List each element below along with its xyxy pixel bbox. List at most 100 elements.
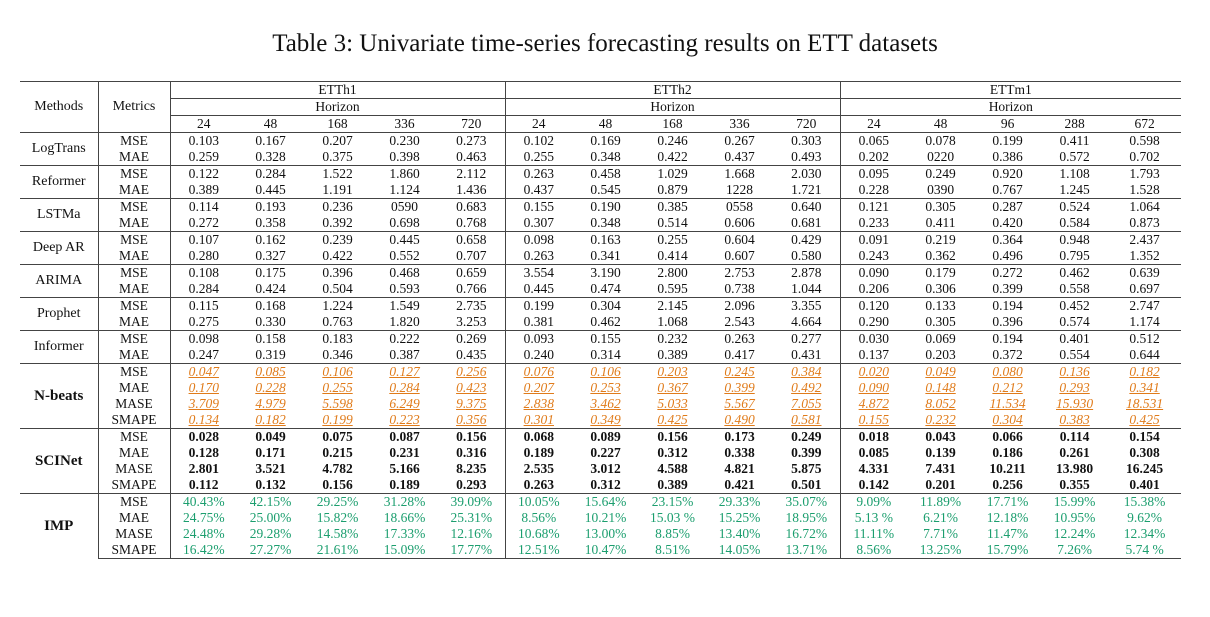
value-text: 0.879 bbox=[657, 182, 688, 197]
value-text: 2.437 bbox=[1129, 232, 1160, 247]
value-text: 16.42% bbox=[182, 542, 225, 557]
value-text: 13.00% bbox=[584, 526, 627, 541]
methods-header: Methods bbox=[20, 81, 99, 133]
value-text: 0.341 bbox=[1129, 380, 1160, 395]
value-text: 0.167 bbox=[255, 133, 286, 148]
value-text: 0.421 bbox=[724, 477, 755, 492]
value-text: 0.468 bbox=[389, 265, 420, 280]
value-text: 0.346 bbox=[322, 347, 353, 362]
value-text: 29.33% bbox=[718, 494, 761, 509]
value-text: 0.496 bbox=[992, 248, 1023, 263]
value-cell: 15.03 % bbox=[639, 510, 706, 526]
value-cell: 0.255 bbox=[505, 149, 572, 166]
dataset-header-ettm1: ETTm1 bbox=[840, 81, 1182, 99]
value-text: 0.183 bbox=[322, 331, 353, 346]
value-text: 0.362 bbox=[925, 248, 956, 263]
value-text: 0.328 bbox=[255, 149, 286, 164]
value-text: 2.145 bbox=[657, 298, 688, 313]
value-text: 0.139 bbox=[925, 445, 956, 460]
value-cell: 0.707 bbox=[438, 248, 506, 265]
value-text: 0.683 bbox=[456, 199, 487, 214]
value-text: 0.236 bbox=[322, 199, 353, 214]
value-text: 0.593 bbox=[389, 281, 420, 296]
metric-name: MAE bbox=[98, 182, 171, 199]
value-cell: 0.429 bbox=[773, 231, 841, 248]
value-text: 0.136 bbox=[1059, 364, 1090, 379]
value-cell: 25.00% bbox=[237, 510, 304, 526]
value-cell: 3.709 bbox=[170, 396, 237, 412]
value-text: 0.080 bbox=[992, 364, 1023, 379]
value-cell: 0.137 bbox=[840, 347, 907, 364]
value-text: 0.640 bbox=[791, 199, 822, 214]
value-cell: 3.554 bbox=[505, 264, 573, 281]
value-cell: 0.698 bbox=[371, 215, 438, 232]
value-text: 0.189 bbox=[523, 445, 554, 460]
value-text: 0.338 bbox=[724, 445, 755, 460]
value-text: 0.222 bbox=[389, 331, 420, 346]
method-name: Prophet bbox=[20, 297, 99, 331]
value-cell: 0.389 bbox=[639, 477, 706, 494]
value-text: 0.259 bbox=[188, 149, 219, 164]
value-cell: 0.186 bbox=[974, 445, 1041, 461]
value-cell: 0.020 bbox=[840, 363, 908, 380]
value-cell: 0.098 bbox=[170, 330, 237, 347]
value-text: 0.087 bbox=[389, 429, 420, 444]
value-text: 0.090 bbox=[858, 265, 889, 280]
value-cell: 0.554 bbox=[1041, 347, 1108, 364]
value-cell: 0.112 bbox=[170, 477, 237, 494]
table-row: N-beats MSE 0.047 0.085 0.106 0.127 0.256 0.076… bbox=[20, 363, 1182, 429]
value-text: 0.068 bbox=[523, 429, 554, 444]
metric-name: SMAPE bbox=[98, 412, 171, 429]
value-cell: 0.170 bbox=[170, 380, 237, 396]
value-cell: 0.358 bbox=[237, 215, 304, 232]
value-text: 0.255 bbox=[523, 149, 554, 164]
value-cell: 7.71% bbox=[907, 526, 974, 542]
value-text: 0.422 bbox=[657, 149, 688, 164]
value-cell: 11.47% bbox=[974, 526, 1041, 542]
value-cell: 0.304 bbox=[572, 297, 640, 314]
value-cell: 0.763 bbox=[304, 314, 371, 331]
value-cell: 0.106 bbox=[304, 363, 371, 380]
value-cell: 0.330 bbox=[237, 314, 304, 331]
metric-name: MAE bbox=[98, 215, 171, 232]
value-text: 0.644 bbox=[1129, 347, 1160, 362]
value-cell: 1.224 bbox=[304, 297, 371, 314]
value-cell: 11.89% bbox=[907, 493, 975, 510]
value-text: 1.860 bbox=[389, 166, 420, 181]
value-text: 0.501 bbox=[791, 477, 822, 492]
value-cell: 0.194 bbox=[974, 297, 1042, 314]
value-cell: 0.445 bbox=[371, 231, 438, 248]
value-text: 5.875 bbox=[791, 461, 822, 476]
value-cell: 0.103 bbox=[170, 132, 237, 149]
value-cell: 18.66% bbox=[371, 510, 438, 526]
value-cell: 1.068 bbox=[639, 314, 706, 331]
value-text: 2.800 bbox=[657, 265, 688, 280]
value-text: 0.120 bbox=[858, 298, 889, 313]
horizon-cell: 24 bbox=[170, 115, 237, 133]
value-text: 1.068 bbox=[657, 314, 688, 329]
value-cell: 0.223 bbox=[371, 412, 438, 429]
value-cell: 0.307 bbox=[505, 215, 572, 232]
value-text: 0.263 bbox=[523, 248, 554, 263]
value-cell: 0.090 bbox=[840, 264, 908, 281]
value-cell: 0.399 bbox=[706, 380, 773, 396]
value-cell: 0.122 bbox=[170, 165, 237, 182]
value-text: 0.355 bbox=[1059, 477, 1090, 492]
value-text: 0.133 bbox=[925, 298, 956, 313]
value-cell: 0.231 bbox=[371, 445, 438, 461]
value-cell: 15.38% bbox=[1108, 493, 1182, 510]
value-cell: 0.293 bbox=[1041, 380, 1108, 396]
value-text: 0.385 bbox=[657, 199, 688, 214]
value-cell: 0.121 bbox=[840, 198, 908, 215]
value-cell: 0.552 bbox=[371, 248, 438, 265]
value-cell: 0.702 bbox=[1108, 149, 1181, 166]
value-text: 12.24% bbox=[1053, 526, 1096, 541]
method-name: LSTMa bbox=[20, 198, 99, 232]
metric-name: MSE bbox=[98, 493, 171, 510]
value-cell: 14.58% bbox=[304, 526, 371, 542]
value-cell: 0.305 bbox=[907, 314, 974, 331]
value-text: 0.256 bbox=[992, 477, 1023, 492]
value-text: 0.201 bbox=[925, 477, 956, 492]
value-text: 0.078 bbox=[925, 133, 956, 148]
method-name: IMP bbox=[20, 493, 99, 559]
